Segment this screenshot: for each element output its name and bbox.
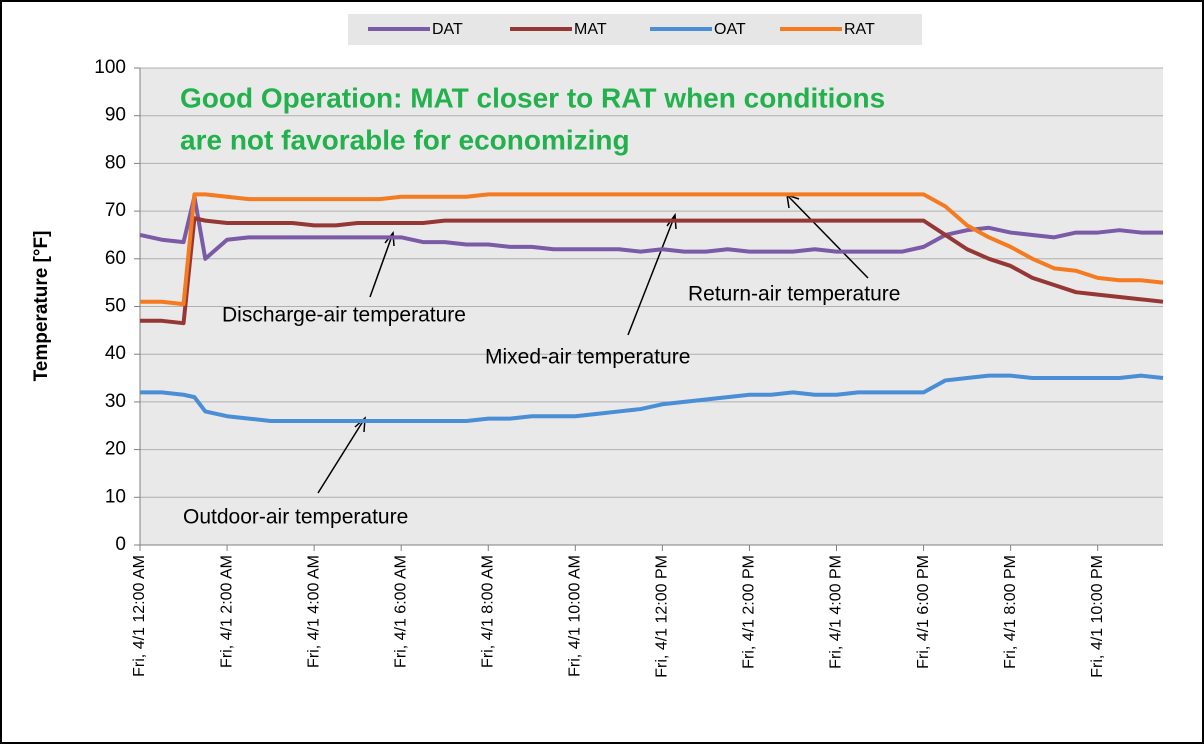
x-tick-label: Fri, 4/1 10:00 AM [567, 555, 584, 677]
arrow-head [384, 231, 395, 247]
x-tick-label: Fri, 4/1 10:00 PM [1089, 555, 1106, 678]
series-line [140, 216, 1164, 326]
y-tick-label: 50 [105, 296, 126, 317]
y-tick-label: 70 [105, 200, 126, 221]
arrow [369, 232, 394, 298]
x-tick-label: Fri, 4/1 8:00 PM [1002, 555, 1019, 669]
y-tick-label: 0 [115, 534, 126, 555]
x-tick-label: Fri, 4/1 6:00 PM [915, 555, 932, 669]
y-tick-label: 60 [105, 248, 126, 269]
annotation: Return-air temperature [688, 283, 900, 306]
x-tick-label: Fri, 4/1 6:00 AM [392, 555, 409, 668]
legend-label: DAT [432, 21, 463, 38]
x-tick-label: Fri, 4/1 12:00 AM [131, 555, 148, 677]
y-tick-label: 10 [105, 486, 126, 507]
arrow [786, 194, 869, 279]
arrow [627, 214, 676, 336]
series-line [140, 373, 1164, 423]
annotation: Mixed-air temperature [485, 346, 690, 369]
legend-label: RAT [844, 21, 875, 38]
legend-label: MAT [574, 21, 607, 38]
arrow-head [354, 416, 366, 433]
y-tick-label: 80 [105, 152, 126, 173]
legend-label: OAT [714, 21, 746, 38]
chart-title: are not favorable for economizing [180, 124, 630, 155]
y-tick-label: 100 [94, 57, 126, 78]
y-tick-label: 90 [105, 105, 126, 126]
y-tick-label: 20 [105, 439, 126, 460]
y-tick-label: 40 [105, 343, 126, 364]
annotation: Discharge-air temperature [222, 304, 466, 327]
annotation: Outdoor-air temperature [183, 506, 408, 529]
x-tick-label: Fri, 4/1 2:00 PM [741, 555, 758, 669]
series-line [140, 192, 1164, 307]
y-axis-label: Temperature [°F] [31, 231, 52, 382]
x-tick-label: Fri, 4/1 12:00 PM [654, 555, 671, 678]
x-tick-label: Fri, 4/1 8:00 AM [479, 555, 496, 668]
x-tick-label: Fri, 4/1 2:00 AM [218, 555, 235, 668]
x-tick-label: Fri, 4/1 4:00 PM [828, 555, 845, 669]
series-line [139, 194, 1163, 261]
chart-title: Good Operation: MAT closer to RAT when c… [180, 82, 885, 113]
x-tick-label: Fri, 4/1 4:00 AM [305, 555, 322, 668]
y-tick-label: 30 [105, 391, 126, 412]
arrow [317, 417, 366, 494]
